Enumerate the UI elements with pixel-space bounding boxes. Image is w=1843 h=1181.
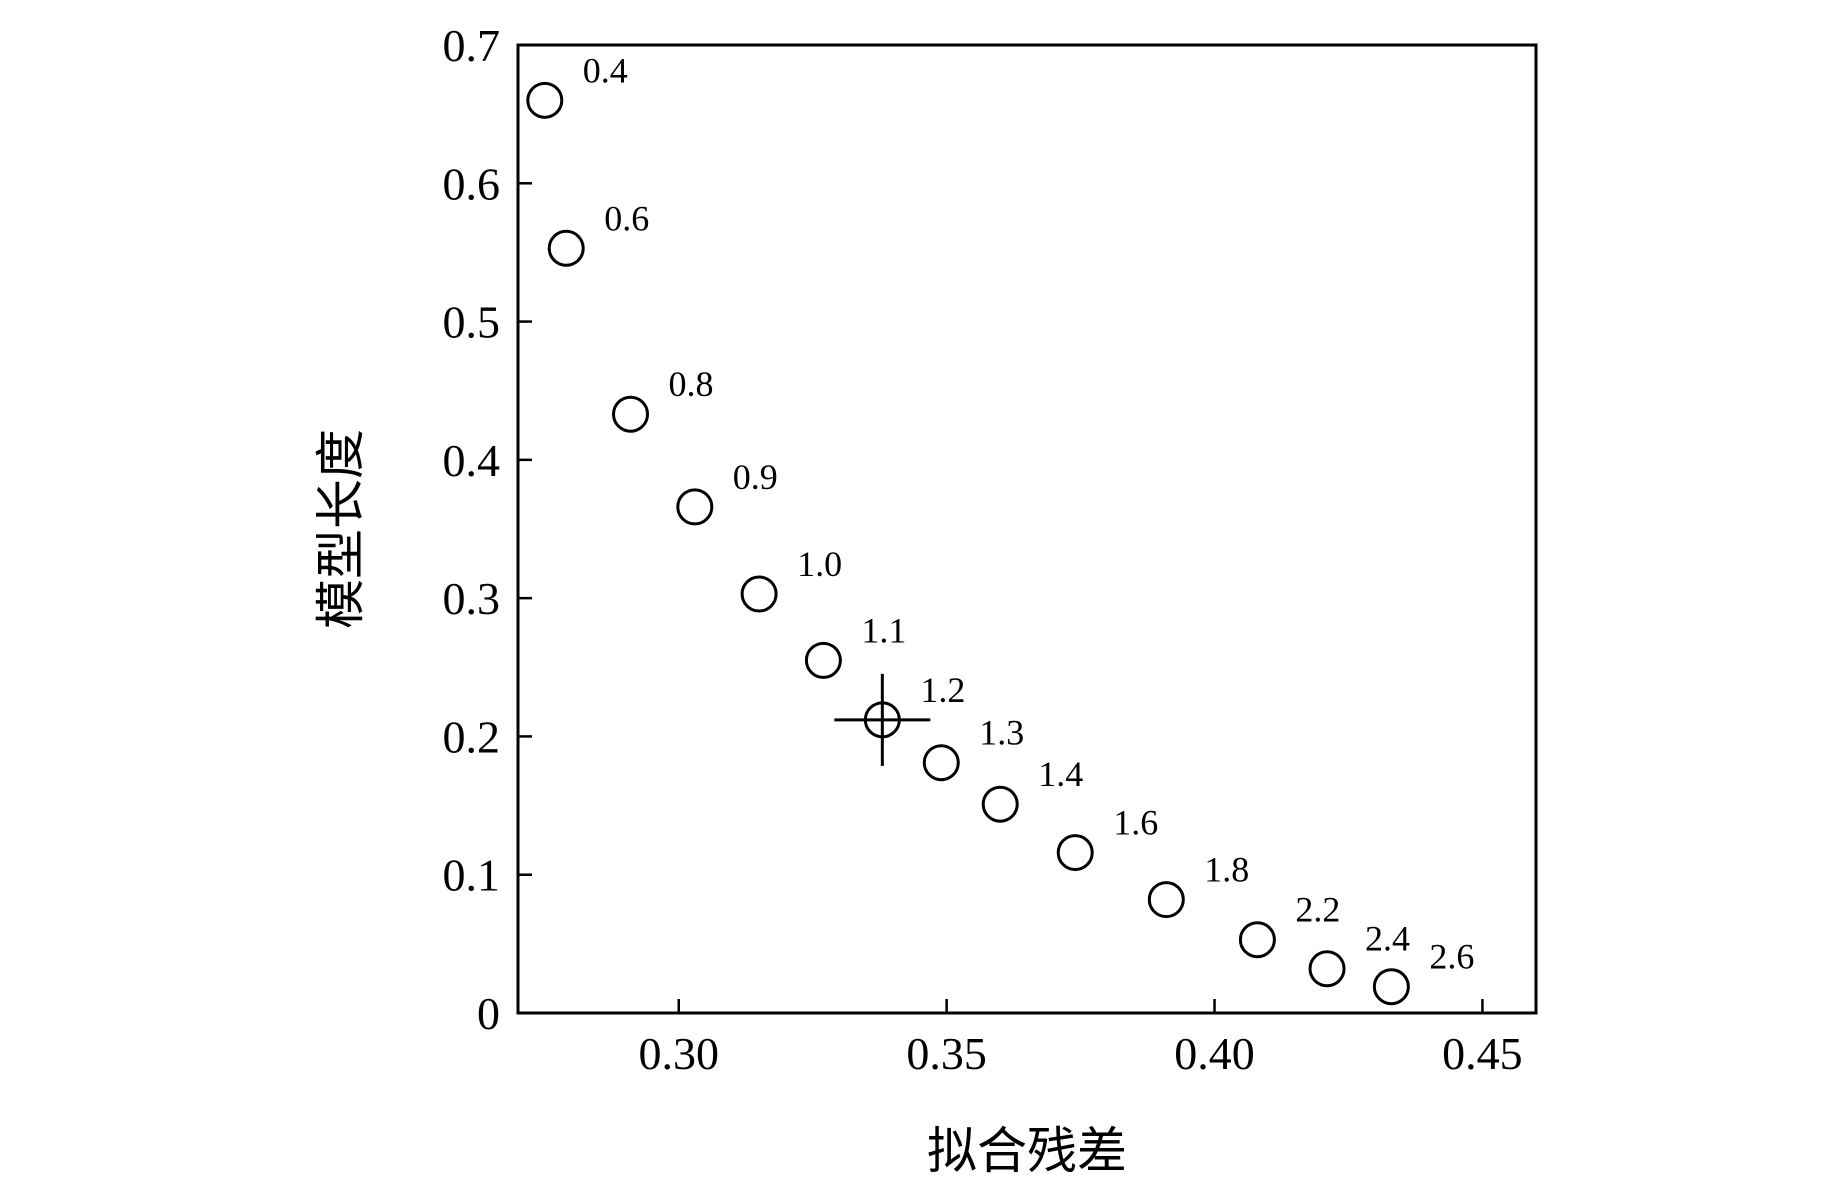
- y-tick-label: 0.1: [443, 850, 501, 901]
- x-tick-label: 0.30: [638, 1028, 719, 1079]
- data-point: [547, 229, 585, 267]
- data-point: [922, 744, 960, 782]
- data-point: [804, 641, 842, 679]
- y-tick-label: 0.4: [443, 435, 501, 486]
- y-tick-label: 0.7: [443, 20, 501, 71]
- data-point: [676, 488, 714, 526]
- data-point-label: 1.1: [861, 610, 906, 650]
- data-points: 0.4 0.6 0.8 0.9 1.0 1.1 1.2 1.3 1.4 1.6 1.8 2.2 2.4 2…: [526, 50, 1474, 1006]
- data-point-label: 1.6: [1113, 803, 1158, 843]
- data-point: [740, 575, 778, 613]
- data-point-label: 0.4: [583, 50, 628, 90]
- x-axis-ticks: 0.30 0.35 0.40 0.45: [638, 999, 1523, 1079]
- data-point-label: 1.2: [920, 670, 965, 710]
- data-point: [612, 395, 650, 433]
- data-point-label: 2.2: [1295, 890, 1340, 930]
- data-point: [526, 81, 564, 119]
- x-axis-label: 拟合残差: [927, 1122, 1127, 1180]
- data-point-label: 0.6: [604, 198, 649, 238]
- data-point-label: 2.4: [1365, 919, 1410, 959]
- data-point-label: 1.4: [1038, 754, 1083, 794]
- y-axis-ticks: 0 0.1 0.2 0.3 0.4 0.5 0.6 0.7: [443, 20, 532, 1039]
- data-point-label: 1.8: [1204, 850, 1249, 890]
- data-point: [1372, 968, 1410, 1006]
- y-tick-label: 0.3: [443, 573, 501, 624]
- data-point-label: 1.0: [797, 544, 842, 584]
- plot-area-frame: [516, 43, 1538, 1015]
- data-point-label: 0.9: [733, 457, 778, 497]
- data-point-label: 0.8: [669, 364, 714, 404]
- y-tick-label: 0.5: [443, 297, 501, 348]
- y-axis-label: 模型长度: [312, 429, 370, 629]
- y-tick-label: 0.2: [443, 711, 501, 762]
- data-point: [1147, 881, 1185, 919]
- data-point-label: 2.6: [1429, 937, 1474, 977]
- selected-data-point: [863, 701, 901, 739]
- y-tick-label: 0.6: [443, 158, 501, 209]
- data-point: [1238, 921, 1276, 959]
- data-point-label: 1.3: [979, 713, 1024, 753]
- x-tick-label: 0.40: [1174, 1028, 1255, 1079]
- data-point: [1056, 834, 1094, 872]
- x-tick-label: 0.35: [906, 1028, 987, 1079]
- x-tick-label: 0.45: [1442, 1028, 1523, 1079]
- data-point: [1308, 950, 1346, 988]
- data-point: [981, 785, 1019, 823]
- y-tick-label: 0: [477, 988, 500, 1039]
